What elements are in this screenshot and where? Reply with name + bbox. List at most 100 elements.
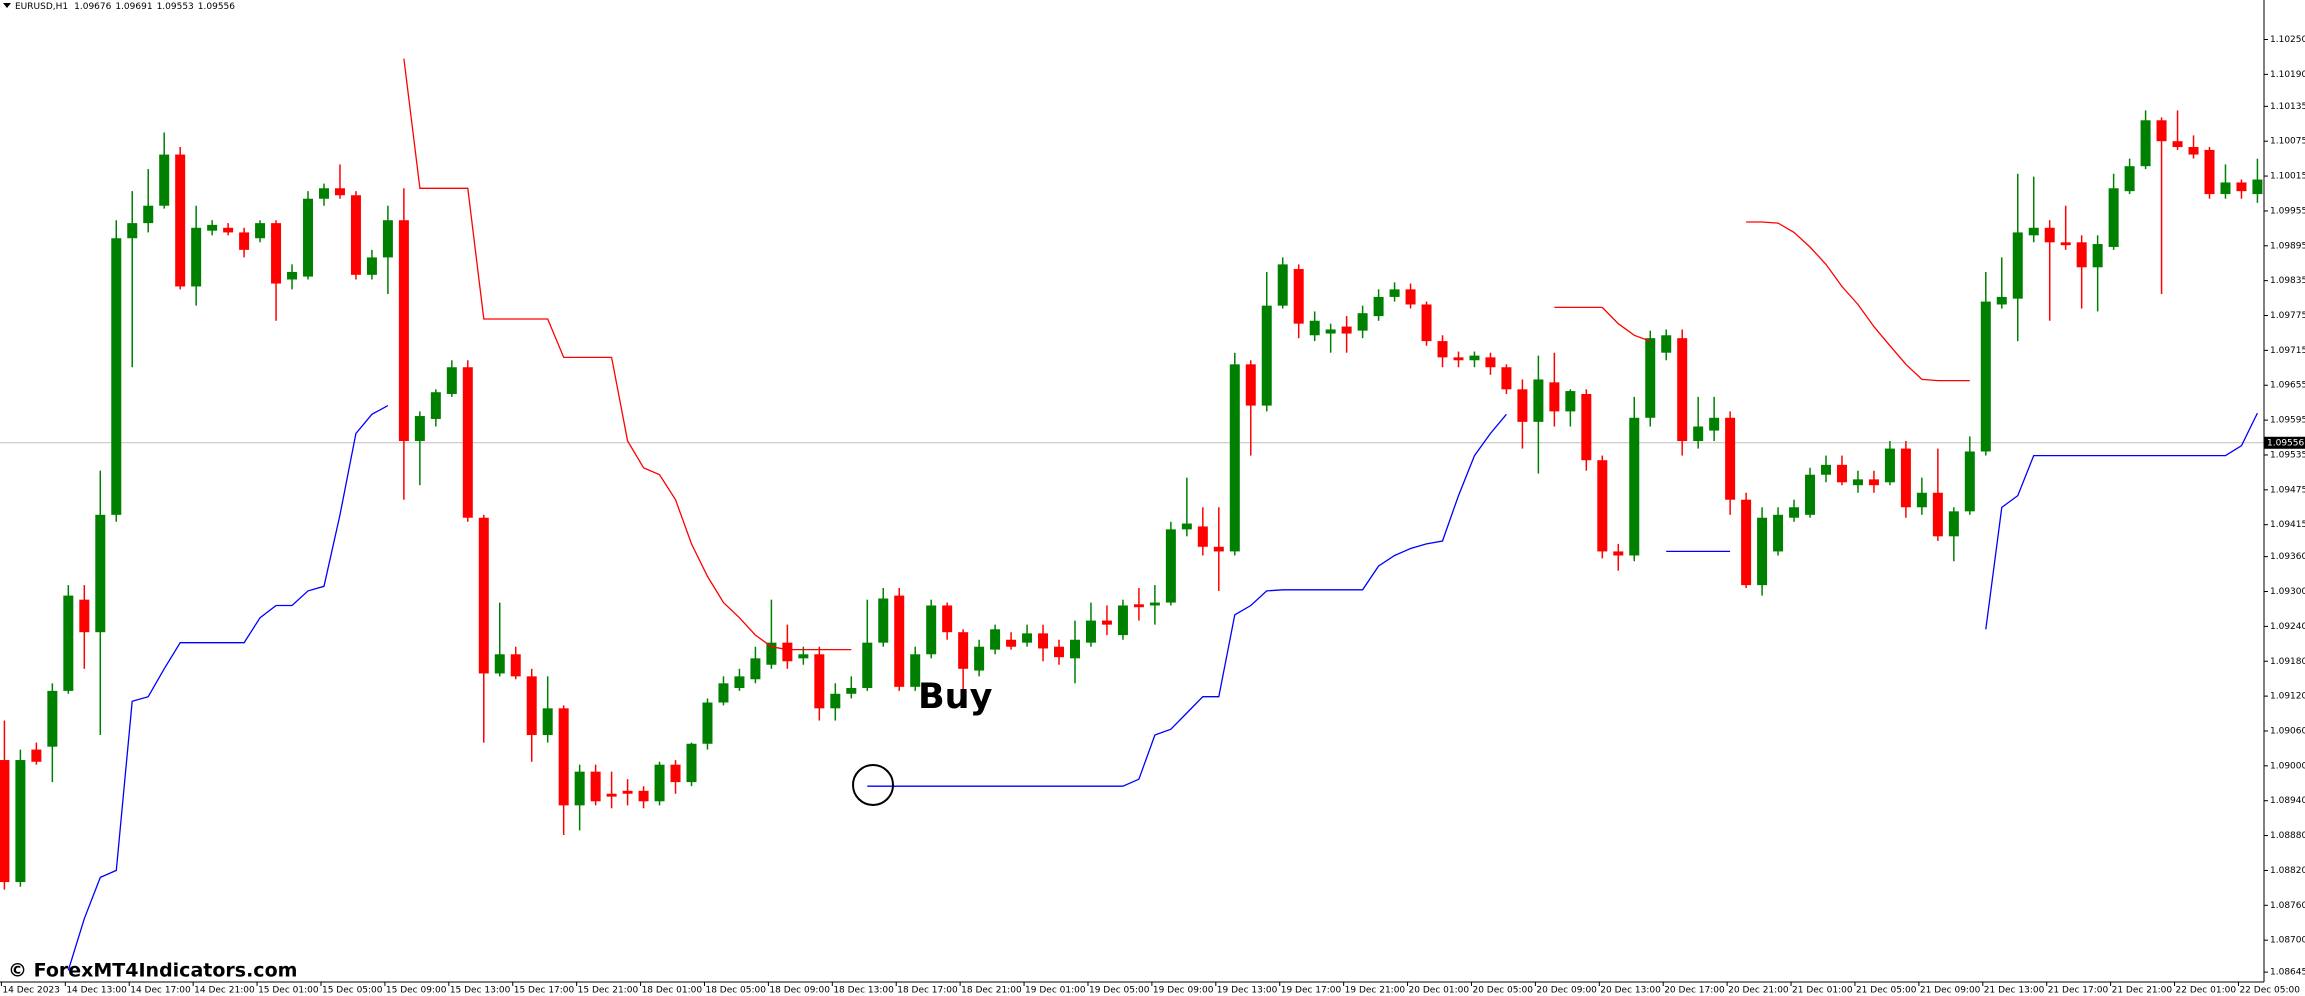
candle-body [2124, 166, 2135, 192]
candle-body [2172, 141, 2183, 148]
candle-body [1821, 464, 1832, 475]
x-tick-label: 15 Dec 01:00 [258, 986, 319, 996]
last-price-box [2264, 436, 2305, 449]
candle-body [1117, 605, 1128, 636]
candle-body [1773, 514, 1784, 552]
candle-body [334, 188, 345, 196]
watermark: © ForexMT4Indicators.com [8, 960, 297, 982]
y-tick-label: 1.09000 [2270, 761, 2305, 771]
x-tick-label: 19 Dec 05:00 [1089, 986, 1150, 996]
candle-body [1373, 296, 1384, 317]
y-tick-label: 1.09955 [2270, 206, 2305, 216]
candle-body [606, 793, 617, 797]
candle-body [1309, 320, 1320, 336]
y-tick-label: 1.09775 [2270, 311, 2305, 321]
candle-body [446, 367, 457, 394]
candle-body [478, 517, 489, 674]
candle-body [111, 238, 122, 515]
x-tick-label: 21 Dec 09:00 [1920, 986, 1981, 996]
candle-body [1597, 460, 1608, 552]
x-tick-label: 19 Dec 09:00 [1153, 986, 1214, 996]
candle-body [1485, 357, 1496, 368]
candle-body [974, 646, 985, 671]
x-tick-label: 15 Dec 05:00 [322, 986, 383, 996]
candle-body [1501, 367, 1512, 390]
x-tick-label: 18 Dec 01:00 [642, 986, 703, 996]
candle-body [63, 595, 74, 691]
candle-body [1613, 551, 1624, 556]
candle-body [1181, 523, 1192, 530]
candle-body [2060, 242, 2071, 246]
candle-body [15, 760, 26, 883]
y-tick-label: 1.08820 [2270, 866, 2305, 876]
x-tick-label: 21 Dec 17:00 [2048, 986, 2109, 996]
candle-body [654, 764, 665, 802]
candle-body [1661, 335, 1672, 353]
candle-body [1533, 379, 1544, 422]
y-tick-label: 1.08645 [2270, 968, 2305, 978]
candle-body [1437, 341, 1448, 358]
candle-body [1693, 426, 1704, 442]
candle-body [1805, 474, 1816, 515]
candle-body [1709, 417, 1720, 431]
candle-body [942, 605, 953, 633]
candle-body [1101, 620, 1112, 625]
candle-body [382, 220, 393, 258]
candle-body [670, 764, 681, 783]
x-tick-label: 15 Dec 21:00 [578, 986, 639, 996]
x-tick-label: 21 Dec 13:00 [1984, 986, 2045, 996]
y-tick-label: 1.09715 [2270, 346, 2305, 356]
y-tick-label: 1.08700 [2270, 936, 2305, 946]
candle-body [750, 658, 761, 680]
candle-body [1293, 269, 1304, 324]
indicator-line [67, 405, 2258, 971]
candle-body [287, 271, 298, 280]
y-tick-label: 1.09120 [2270, 692, 2305, 702]
candle-body [1277, 264, 1288, 306]
candle-body [159, 154, 170, 206]
x-tick-label: 22 Dec 01:00 [2176, 986, 2237, 996]
y-tick-label: 1.09180 [2270, 657, 2305, 667]
candle-body [958, 632, 969, 669]
candle-body [1565, 391, 1576, 412]
y-tick-label: 1.10250 [2270, 35, 2305, 45]
candle-body [462, 367, 473, 518]
candle-body [1197, 526, 1208, 547]
y-tick-label: 1.09595 [2270, 416, 2305, 426]
x-tick-label: 20 Dec 05:00 [1472, 986, 1533, 996]
candle-body [2108, 188, 2119, 247]
candle-body [1741, 499, 1752, 586]
candle-body [1517, 389, 1528, 422]
candle-body [79, 599, 90, 633]
candle-body [398, 220, 409, 442]
x-tick-label: 18 Dec 17:00 [897, 986, 958, 996]
candle-body [1022, 633, 1033, 643]
candle-body [1725, 417, 1736, 500]
candle-body [1629, 417, 1640, 556]
candle-body [878, 598, 889, 643]
candle-body [2028, 227, 2039, 236]
candle-body [1884, 448, 1895, 483]
candle-body [1932, 492, 1943, 537]
x-tick-label: 18 Dec 05:00 [705, 986, 766, 996]
candle-body [894, 595, 905, 687]
y-tick-label: 1.09060 [2270, 726, 2305, 736]
candle-body [1852, 479, 1863, 486]
candle-body [1085, 620, 1096, 643]
candle-body [1549, 382, 1560, 412]
candle-body [2156, 120, 2167, 142]
candle-body [1405, 289, 1416, 305]
candle-body [2076, 242, 2087, 268]
candle-body [846, 687, 857, 694]
candle-body [207, 224, 218, 231]
x-tick-label: 20 Dec 17:00 [1664, 986, 1725, 996]
x-tick-label: 21 Dec 21:00 [2112, 986, 2173, 996]
candle-body [1357, 313, 1368, 331]
candle-body [318, 188, 329, 199]
candle-body [1980, 301, 1991, 452]
y-tick-label: 1.09835 [2270, 276, 2305, 286]
x-tick-label: 19 Dec 21:00 [1345, 986, 1406, 996]
y-tick-label: 1.09240 [2270, 622, 2305, 632]
candle-body [686, 743, 697, 783]
